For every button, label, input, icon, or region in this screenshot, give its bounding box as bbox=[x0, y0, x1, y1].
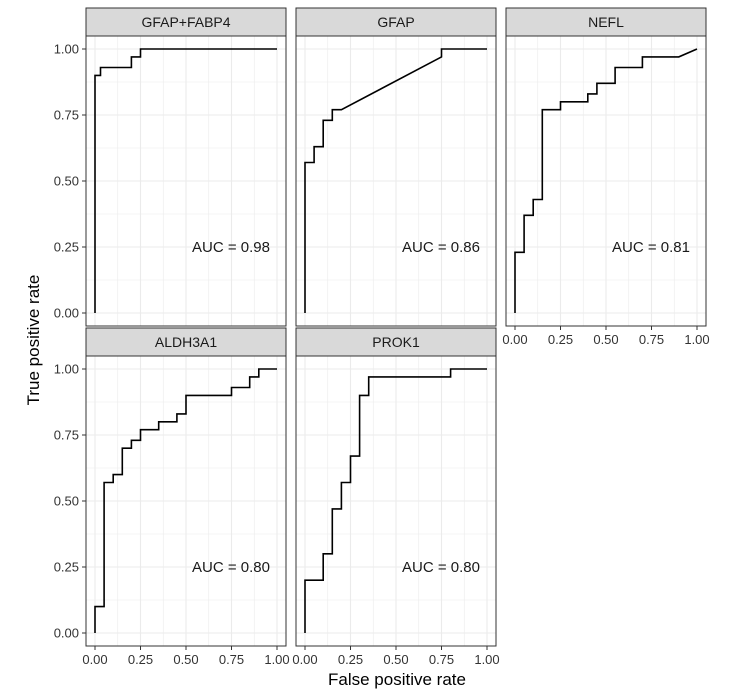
facet-strip bbox=[85, 7, 287, 37]
facet-strip bbox=[505, 7, 707, 37]
y-tick-label: 0.25 bbox=[54, 240, 79, 255]
y-tick-label: 0.75 bbox=[54, 428, 79, 443]
facet-strip-label: GFAP bbox=[377, 14, 414, 30]
facet-panel: GFAP+FABP4 AUC = 0.98 0.00 0.25 0.50 0.75 1.00 bbox=[54, 7, 287, 327]
roc-curve bbox=[514, 48, 698, 313]
auc-annotation: AUC = 0.81 bbox=[612, 239, 690, 256]
x-tick-label: 0.25 bbox=[128, 652, 153, 667]
x-tick-label: 0.25 bbox=[338, 652, 363, 667]
facet-panel: NEFL AUC = 0.81 0.00 0.25 0.50 0.75 1.00 bbox=[502, 7, 710, 347]
x-axis-title: False positive rate bbox=[328, 670, 466, 689]
facet-strip-label: PROK1 bbox=[372, 334, 420, 350]
facet-strip bbox=[295, 7, 497, 37]
auc-annotation: AUC = 0.80 bbox=[402, 559, 480, 576]
facet-strip-label: NEFL bbox=[588, 14, 624, 30]
facet-strip-label: GFAP+FABP4 bbox=[141, 14, 230, 30]
x-tick-label: 0.75 bbox=[639, 332, 664, 347]
facet-strip-label: ALDH3A1 bbox=[155, 334, 217, 350]
x-tick-label: 0.00 bbox=[82, 652, 107, 667]
facet-strip bbox=[295, 327, 497, 357]
facet-panel: ALDH3A1 AUC = 0.80 0.00 0.25 0.50 0.75 1.00 0.0… bbox=[54, 327, 290, 667]
x-tick-label: 0.50 bbox=[383, 652, 408, 667]
y-tick-label: 1.00 bbox=[54, 42, 79, 57]
roc-curve bbox=[94, 368, 277, 633]
facet-panel: GFAP AUC = 0.86 bbox=[295, 7, 497, 327]
x-tick-label: 0.50 bbox=[593, 332, 618, 347]
x-tick-label: 0.75 bbox=[429, 652, 454, 667]
panels-layer: GFAP+FABP4 AUC = 0.98 0.00 0.25 0.50 0.75 1.00… bbox=[54, 7, 710, 667]
y-tick-label: 0.50 bbox=[54, 174, 79, 189]
roc-curve bbox=[304, 368, 487, 633]
y-tick-label: 0.00 bbox=[54, 626, 79, 641]
x-tick-label: 1.00 bbox=[264, 652, 289, 667]
facet-strip bbox=[85, 327, 287, 357]
roc-curve bbox=[304, 48, 487, 313]
x-tick-label: 0.00 bbox=[502, 332, 527, 347]
x-tick-label: 0.50 bbox=[173, 652, 198, 667]
y-axis-title: True positive rate bbox=[24, 275, 43, 406]
y-tick-label: 0.00 bbox=[54, 306, 79, 321]
x-tick-label: 0.75 bbox=[219, 652, 244, 667]
y-tick-label: 0.25 bbox=[54, 560, 79, 575]
auc-annotation: AUC = 0.86 bbox=[402, 239, 480, 256]
y-tick-label: 0.75 bbox=[54, 108, 79, 123]
panel-border bbox=[295, 35, 497, 327]
x-tick-label: 1.00 bbox=[684, 332, 709, 347]
y-tick-label: 1.00 bbox=[54, 362, 79, 377]
x-tick-label: 0.00 bbox=[292, 652, 317, 667]
x-tick-label: 1.00 bbox=[474, 652, 499, 667]
auc-annotation: AUC = 0.80 bbox=[192, 559, 270, 576]
facet-panel: PROK1 AUC = 0.80 0.00 0.25 0.50 0.75 1.00 bbox=[292, 327, 500, 667]
x-tick-label: 0.25 bbox=[548, 332, 573, 347]
y-tick-label: 0.50 bbox=[54, 494, 79, 509]
roc-curve bbox=[94, 48, 277, 313]
auc-annotation: AUC = 0.98 bbox=[192, 239, 270, 256]
